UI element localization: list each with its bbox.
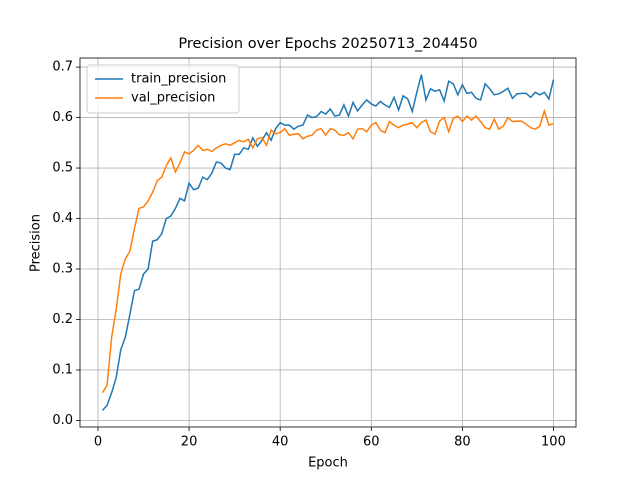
y-tick-label: 0.6	[52, 110, 73, 125]
y-axis-label: Precision	[29, 214, 44, 272]
x-tick-label: 80	[454, 435, 471, 450]
data-line	[101, 74, 555, 411]
chart-title: Precision over Epochs 20250713_204450	[178, 36, 477, 52]
legend-box	[86, 64, 240, 114]
x-tick-label: 20	[181, 435, 198, 450]
data-line	[101, 108, 554, 394]
y-tick-label: 0.7	[52, 60, 73, 75]
x-tick-label: 60	[363, 435, 380, 450]
y-tick-label: 0.5	[52, 161, 73, 176]
y-tick-label: 0.2	[52, 312, 73, 327]
y-tick-label: 0.0	[52, 413, 73, 428]
legend-label: val_precision	[131, 91, 215, 106]
y-tick-label: 0.4	[52, 211, 73, 226]
x-axis-label: Epoch	[308, 456, 348, 471]
y-tick-label: 0.1	[52, 362, 73, 377]
x-tick-label: 100	[541, 435, 566, 450]
axes-frame	[79, 57, 577, 428]
legend-label: train_precision	[131, 72, 226, 87]
y-tick-label: 0.3	[52, 262, 73, 277]
x-tick-label: 40	[272, 435, 289, 450]
x-tick-label: 0	[94, 435, 102, 450]
